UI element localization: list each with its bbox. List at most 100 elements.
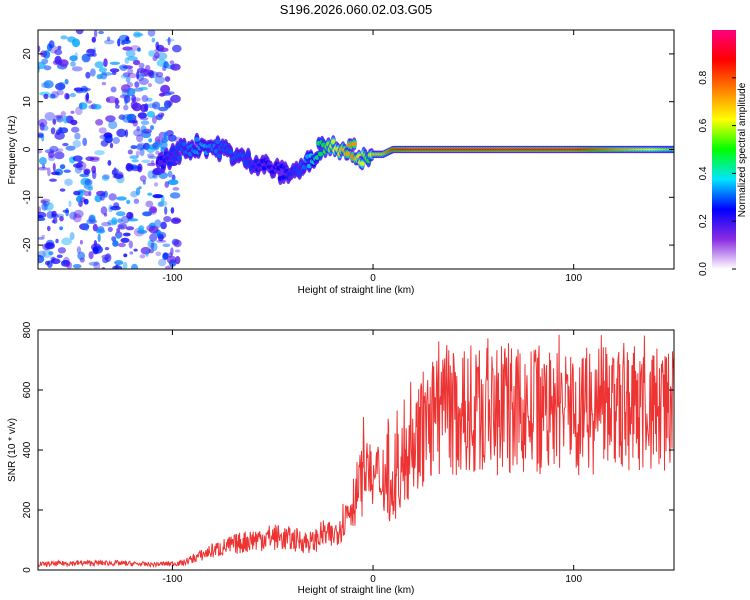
spectrogram-cell (113, 173, 124, 179)
spectrogram-cell (174, 249, 181, 253)
spectrogram-cell (91, 36, 97, 43)
spectrogram-cell (162, 243, 171, 248)
spectrogram-cell (109, 61, 121, 65)
spectrogram-cell (152, 141, 160, 151)
spectrogram-cell (57, 45, 62, 50)
spectrogram-cell (133, 32, 144, 37)
spectrogram-cell (52, 118, 57, 125)
spectrogram-cell (172, 187, 180, 191)
spectrogram-cell (55, 82, 66, 91)
spectrogram-cell (125, 226, 135, 231)
spectrogram-cell (69, 92, 76, 98)
spectrogram-cell (74, 52, 78, 60)
spectrogram-cell (152, 174, 159, 180)
spectrogram-cell (135, 150, 140, 157)
spectrogram-cell (40, 200, 47, 204)
spectrogram-cell (71, 38, 81, 48)
spectrogram-cell (92, 170, 97, 180)
spectrogram-cell (101, 175, 110, 182)
spectrogram-cell (100, 206, 108, 215)
spectrogram-cell (55, 116, 62, 121)
spectrogram-ridge-cell (345, 151, 351, 157)
spectrogram-cell (152, 194, 163, 199)
spectrogram-ytick-label: 20 (22, 48, 33, 60)
spectrogram-cell (153, 182, 159, 187)
spectrogram-cell (38, 149, 43, 154)
spectrogram-cell (79, 102, 83, 110)
spectrogram-cell (148, 83, 152, 88)
spectrogram-cell (38, 45, 41, 53)
spectrogram-cell (101, 222, 112, 227)
spectrogram-cell (115, 264, 119, 269)
spectrogram-cell (151, 242, 158, 252)
spectrogram-cell (38, 118, 48, 128)
spectrogram-cell (133, 129, 143, 137)
spectrogram-cell (101, 254, 111, 260)
spectrogram-cell (93, 30, 98, 38)
spectrogram-cell (148, 225, 159, 234)
spectrogram-ridge-cell (228, 149, 234, 155)
spectrogram-cell (156, 233, 163, 237)
spectrogram-cell (154, 75, 165, 85)
spectrogram-cell (86, 48, 96, 54)
spectrogram-cell (84, 183, 93, 191)
spectrogram-cell (58, 81, 66, 89)
spectrogram-cell (125, 36, 130, 42)
spectrogram-xtick-label: 100 (565, 273, 582, 284)
spectrogram-cell (105, 115, 116, 123)
spectrogram-cell (108, 193, 117, 201)
spectrogram-cell (60, 111, 66, 117)
spectrogram-cell (95, 228, 106, 234)
spectrogram-cell (87, 186, 94, 191)
spectrogram-cell (77, 189, 86, 193)
spectrogram-cell (38, 61, 46, 70)
spectrogram-cell (38, 236, 45, 240)
spectrogram-cell (169, 60, 175, 65)
spectrogram-cell (85, 71, 91, 79)
spectrogram-cell (163, 131, 168, 141)
spectrogram-cell (62, 209, 69, 213)
spectrogram-cell (98, 127, 107, 134)
spectrogram-cell (147, 30, 156, 37)
colorbar-tick-label: 0.4 (698, 166, 709, 180)
spectrogram-cell (109, 68, 120, 73)
spectrogram-cell (68, 200, 72, 208)
spectrogram-cell (139, 175, 147, 182)
spectrogram-cell (72, 155, 83, 162)
spectrogram-cell (155, 41, 160, 50)
spectrogram-cell (78, 102, 88, 110)
spectrogram-cell (146, 97, 153, 102)
spectrogram-cell (98, 67, 107, 73)
spectrogram-cell (51, 210, 57, 218)
spectrogram-cell (136, 134, 144, 143)
spectrogram-cell (139, 73, 144, 79)
spectrogram-cell (79, 239, 83, 245)
spectrogram-cell (148, 50, 155, 57)
spectrogram-cell (129, 155, 139, 160)
spectrogram-cell (164, 76, 171, 82)
spectrogram-ridge-cell (181, 141, 187, 147)
spectrogram-cell (133, 248, 138, 252)
spectrogram-cell (172, 44, 182, 53)
spectrogram-cell (56, 89, 64, 96)
spectrogram-cell (158, 140, 168, 149)
spectrogram-cell (160, 221, 167, 230)
spectrogram-cell (175, 256, 181, 265)
spectrogram-cell (140, 120, 150, 125)
spectrogram-cell (56, 116, 64, 123)
spectrogram-cell (136, 74, 145, 82)
spectrogram-cell (114, 260, 124, 266)
spectrogram-cell (104, 247, 110, 251)
spectrogram-cell (75, 90, 83, 94)
spectrogram-ridge-cell (281, 175, 287, 180)
spectrogram-ytick-label: -10 (22, 190, 33, 205)
spectrogram-cell (143, 69, 151, 77)
spectrogram-cell (59, 216, 64, 222)
spectrogram-cell (120, 74, 128, 79)
spectrogram-cell (146, 111, 156, 118)
spectrogram-ridge-cell (194, 137, 200, 142)
spectrogram-cell (128, 240, 133, 249)
spectrogram-cell (122, 232, 131, 237)
spectrogram-cell (164, 265, 173, 269)
